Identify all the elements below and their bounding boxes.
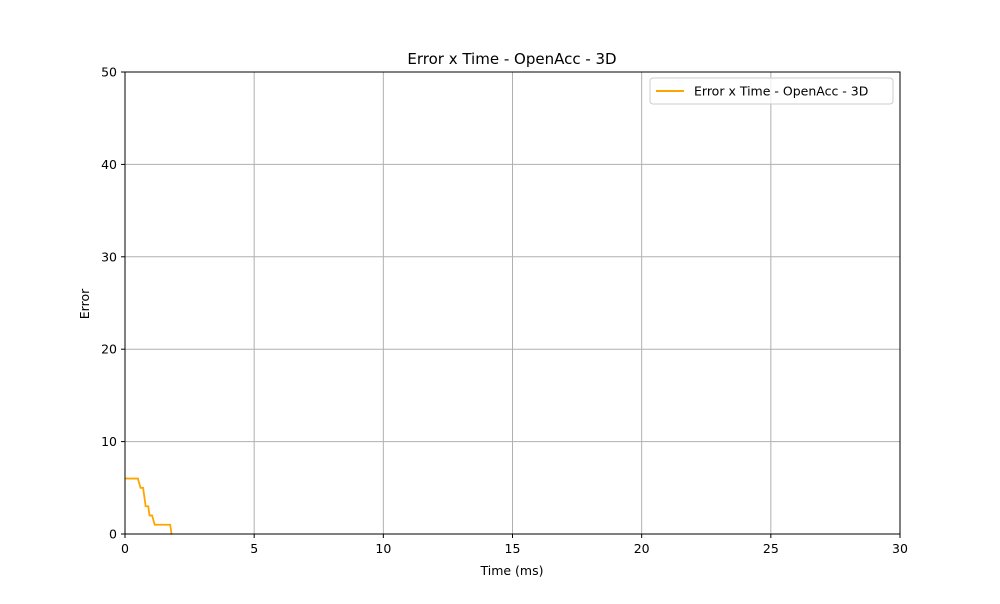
data-point: [144, 505, 147, 508]
data-point: [151, 514, 154, 517]
x-tick-label: 10: [375, 541, 391, 556]
data-point: [138, 482, 141, 485]
series-layer: [125, 477, 173, 535]
data-point: [125, 477, 128, 480]
data-point: [142, 486, 144, 489]
data-point: [155, 523, 157, 526]
grid-layer: [124, 71, 901, 535]
legend-label: Error x Time - OpenAcc - 3D: [694, 84, 868, 99]
y-axis-label: Error: [77, 288, 92, 319]
x-tick-label: 25: [763, 541, 779, 556]
x-axis-label: Time (ms): [479, 563, 543, 578]
data-point: [139, 486, 142, 489]
x-tick-label: 15: [505, 541, 521, 556]
y-tick-label: 40: [101, 157, 117, 172]
x-tick-label: 0: [121, 541, 129, 556]
data-point: [149, 514, 152, 517]
legend: Error x Time - OpenAcc - 3D: [649, 77, 894, 105]
y-tick-label: 30: [101, 249, 117, 264]
data-point: [153, 523, 156, 526]
data-point: [143, 496, 146, 498]
y-tick-label: 50: [101, 65, 117, 80]
x-tick-label: 30: [892, 541, 908, 556]
legend-box: [649, 77, 894, 105]
y-tick-label: 20: [101, 342, 117, 357]
data-point: [169, 523, 172, 526]
data-point: [147, 505, 150, 508]
x-tick-label: 5: [250, 541, 258, 556]
y-tick-label: 0: [109, 527, 117, 542]
chart-title: Error x Time - OpenAcc - 3D: [407, 50, 616, 68]
x-tick-label: 20: [634, 541, 650, 556]
data-point: [137, 477, 139, 480]
tick-layer: 0 5 10 15 20 25 30 0 10 20 30 40 50: [101, 65, 908, 557]
y-tick-label: 10: [101, 434, 117, 449]
data-point: [148, 514, 151, 517]
